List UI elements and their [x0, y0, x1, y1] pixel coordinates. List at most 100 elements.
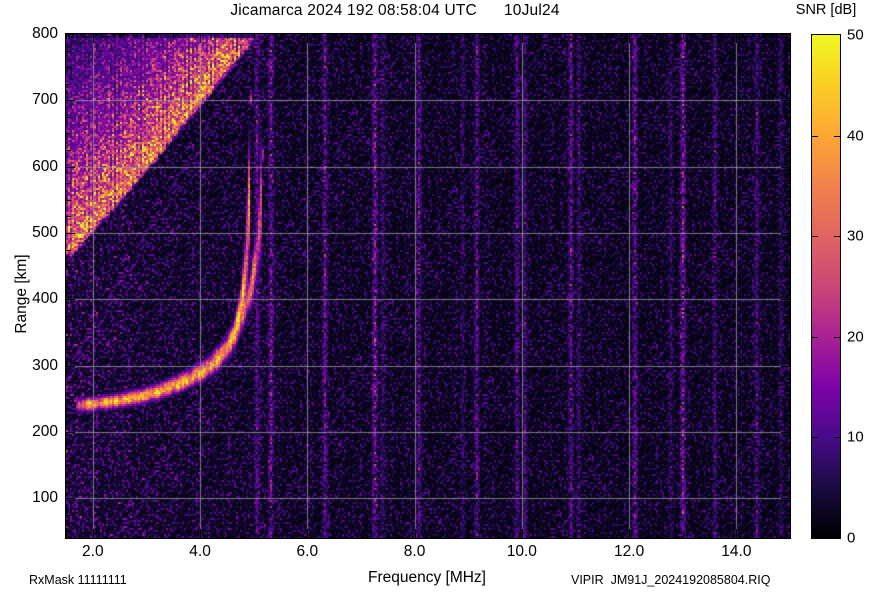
axis-tick	[785, 282, 790, 284]
x-tick-label: 12.0	[614, 543, 645, 560]
axis-tick	[92, 34, 94, 43]
axis-tick	[173, 533, 175, 538]
axis-tick	[66, 166, 75, 168]
axis-tick	[785, 249, 790, 251]
axis-tick	[66, 34, 75, 35]
axis-tick	[280, 533, 282, 538]
axis-tick	[66, 249, 71, 251]
axis-tick	[66, 315, 71, 317]
y-tick-label: 700	[32, 91, 58, 109]
axis-tick	[387, 533, 389, 538]
axis-tick	[785, 315, 790, 317]
axis-tick	[785, 83, 790, 85]
x-tick-label: 8.0	[403, 543, 426, 560]
colorbar-title: SNR [dB]	[795, 2, 857, 18]
y-tick-label: 100	[32, 489, 58, 507]
axis-tick	[785, 216, 790, 218]
axis-tick	[441, 34, 443, 39]
axis-tick	[226, 533, 228, 538]
axis-tick	[66, 216, 71, 218]
axis-tick	[360, 533, 362, 538]
axis-tick	[66, 299, 75, 301]
colorbar-tick	[834, 136, 840, 137]
x-tick-label: 2.0	[82, 543, 104, 560]
axis-tick	[92, 529, 94, 538]
axis-tick	[146, 34, 148, 39]
axis-tick	[629, 34, 631, 43]
axis-tick	[66, 133, 71, 135]
x-tick-label: 14.0	[721, 543, 752, 560]
ionogram-heatmap-canvas	[66, 34, 790, 538]
axis-tick	[781, 431, 790, 433]
axis-tick	[785, 150, 790, 152]
axis-tick	[468, 533, 470, 538]
axis-tick	[226, 34, 228, 39]
axis-tick	[785, 514, 790, 516]
colorbar-gradient	[812, 35, 840, 538]
axis-tick	[66, 481, 71, 483]
page-title: Jicamarca 2024 192 08:58:04 UTC 10Jul24	[230, 2, 560, 19]
colorbar-tick-label: 40	[847, 127, 864, 145]
axis-tick	[682, 533, 684, 538]
axis-tick	[785, 382, 790, 384]
axis-tick	[66, 382, 71, 384]
axis-tick	[682, 34, 684, 39]
axis-tick	[173, 34, 175, 39]
axis-tick	[781, 166, 790, 168]
axis-tick	[66, 415, 71, 417]
axis-tick	[66, 398, 71, 400]
axis-tick	[785, 398, 790, 400]
axis-tick	[119, 34, 121, 39]
axis-tick	[575, 34, 577, 39]
axis-tick	[66, 465, 71, 467]
axis-tick	[66, 498, 75, 500]
colorbar-tick	[834, 337, 840, 338]
axis-tick	[785, 266, 790, 268]
axis-tick	[66, 67, 71, 69]
axis-tick	[66, 349, 71, 350]
axis-tick	[785, 448, 790, 450]
axis-tick	[66, 232, 75, 234]
axis-tick	[468, 34, 470, 39]
colorbar-tick	[812, 437, 818, 438]
axis-tick	[66, 100, 75, 102]
axis-tick	[785, 67, 790, 69]
axis-tick	[66, 116, 71, 118]
axis-tick	[736, 529, 738, 538]
axis-tick	[307, 529, 309, 538]
axis-tick	[785, 199, 790, 201]
axis-tick	[655, 533, 657, 538]
colorbar-tick-label: 20	[847, 328, 864, 346]
axis-tick	[119, 533, 121, 538]
axis-tick	[307, 34, 309, 43]
axis-tick	[602, 34, 604, 39]
axis-tick	[785, 116, 790, 118]
rxmask-label: RxMask 11111111	[29, 573, 127, 587]
axis-tick	[414, 529, 416, 538]
axis-tick	[66, 282, 71, 284]
axis-tick	[66, 514, 71, 516]
axis-tick	[66, 266, 71, 268]
colorbar-tick	[834, 437, 840, 438]
colorbar-tick-label: 30	[847, 227, 864, 245]
colorbar-tick-label: 50	[847, 26, 864, 44]
axis-tick	[763, 533, 765, 538]
axis-tick	[709, 533, 711, 538]
axis-tick	[785, 465, 790, 467]
axis-tick	[521, 529, 523, 538]
axis-tick	[66, 332, 71, 334]
axis-tick	[763, 34, 765, 39]
axis-tick	[66, 34, 67, 39]
axis-tick	[785, 133, 790, 135]
y-tick-label: 400	[32, 290, 58, 308]
colorbar-tick-label: 0	[847, 529, 856, 547]
axis-tick	[790, 533, 791, 538]
axis-tick	[781, 34, 790, 35]
axis-tick	[575, 533, 577, 538]
axis-tick	[146, 533, 148, 538]
axis-tick	[655, 34, 657, 39]
axis-tick	[66, 83, 71, 85]
colorbar-tick	[812, 136, 818, 137]
axis-tick	[495, 533, 497, 538]
colorbar-tick	[812, 236, 818, 237]
